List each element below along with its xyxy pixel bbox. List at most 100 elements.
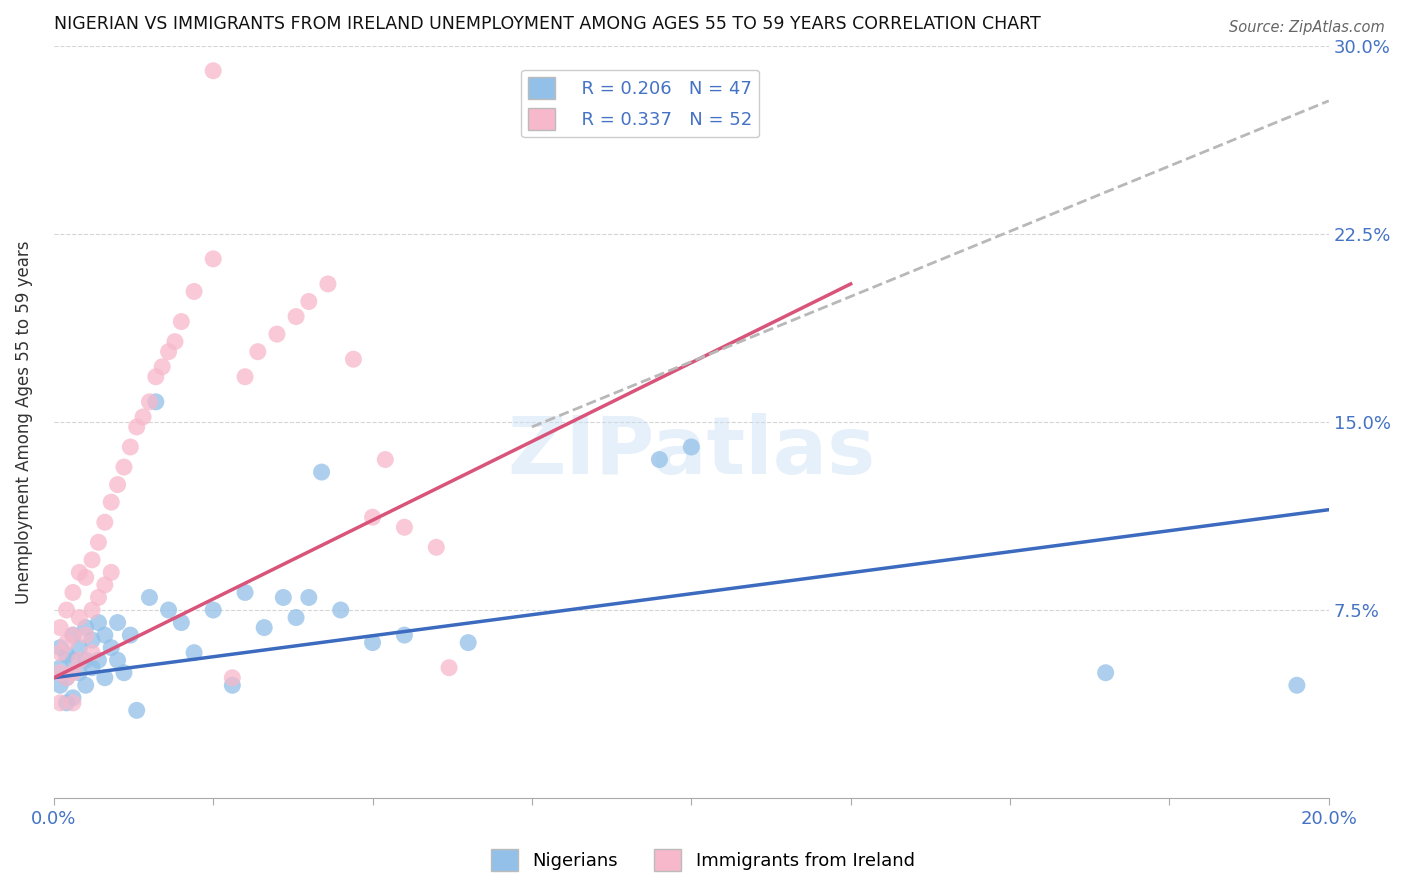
Point	[681, 440, 703, 454]
Legend: Nigerians, Immigrants from Ireland: Nigerians, Immigrants from Ireland	[484, 842, 922, 879]
Point	[202, 603, 225, 617]
Point	[100, 495, 122, 509]
Point	[75, 621, 97, 635]
Point	[80, 633, 103, 648]
Point	[329, 603, 352, 617]
Point	[55, 603, 77, 617]
Point	[202, 63, 225, 78]
Point	[67, 665, 90, 680]
Y-axis label: Unemployment Among Ages 55 to 59 years: Unemployment Among Ages 55 to 59 years	[15, 240, 32, 604]
Point	[132, 409, 155, 424]
Point	[394, 520, 416, 534]
Point	[170, 315, 193, 329]
Point	[100, 566, 122, 580]
Point	[62, 628, 84, 642]
Point	[80, 603, 103, 617]
Point	[87, 615, 110, 630]
Point	[107, 615, 129, 630]
Point	[75, 570, 97, 584]
Point	[285, 310, 308, 324]
Point	[75, 628, 97, 642]
Point	[138, 591, 160, 605]
Point	[221, 678, 243, 692]
Point	[311, 465, 333, 479]
Point	[374, 452, 396, 467]
Point	[233, 585, 256, 599]
Point	[80, 553, 103, 567]
Point	[100, 640, 122, 655]
Point	[94, 628, 117, 642]
Text: NIGERIAN VS IMMIGRANTS FROM IRELAND UNEMPLOYMENT AMONG AGES 55 TO 59 YEARS CORRE: NIGERIAN VS IMMIGRANTS FROM IRELAND UNEM…	[53, 15, 1040, 33]
Point	[298, 591, 321, 605]
Point	[62, 585, 84, 599]
Point	[253, 621, 276, 635]
Point	[107, 653, 129, 667]
Point	[183, 285, 205, 299]
Point	[112, 665, 135, 680]
Point	[75, 653, 97, 667]
Point	[55, 671, 77, 685]
Point	[55, 696, 77, 710]
Point	[107, 477, 129, 491]
Point	[285, 610, 308, 624]
Point	[425, 541, 447, 555]
Point	[157, 603, 180, 617]
Point	[49, 696, 72, 710]
Point	[94, 578, 117, 592]
Point	[120, 440, 142, 454]
Point	[67, 653, 90, 667]
Point	[55, 671, 77, 685]
Point	[120, 628, 142, 642]
Point	[163, 334, 186, 349]
Point	[67, 566, 90, 580]
Point	[49, 621, 72, 635]
Point	[1094, 665, 1116, 680]
Point	[55, 648, 77, 662]
Point	[202, 252, 225, 266]
Point	[62, 696, 84, 710]
Legend:   R = 0.206   N = 47,   R = 0.337   N = 52: R = 0.206 N = 47, R = 0.337 N = 52	[522, 70, 759, 137]
Point	[67, 640, 90, 655]
Point	[62, 628, 84, 642]
Point	[49, 665, 72, 680]
Point	[150, 359, 173, 374]
Point	[49, 640, 72, 655]
Point	[112, 460, 135, 475]
Point	[273, 591, 295, 605]
Point	[298, 294, 321, 309]
Point	[67, 610, 90, 624]
Point	[221, 671, 243, 685]
Point	[49, 661, 72, 675]
Point	[94, 671, 117, 685]
Point	[75, 678, 97, 692]
Point	[157, 344, 180, 359]
Point	[80, 661, 103, 675]
Point	[49, 678, 72, 692]
Point	[80, 646, 103, 660]
Point	[62, 653, 84, 667]
Point	[87, 535, 110, 549]
Point	[233, 369, 256, 384]
Point	[138, 394, 160, 409]
Point	[94, 515, 117, 529]
Point	[62, 665, 84, 680]
Point	[437, 661, 460, 675]
Point	[457, 635, 479, 649]
Point	[266, 327, 288, 342]
Point	[87, 653, 110, 667]
Point	[183, 646, 205, 660]
Point	[316, 277, 339, 291]
Point	[125, 703, 148, 717]
Text: ZIPatlas: ZIPatlas	[508, 413, 876, 491]
Point	[87, 591, 110, 605]
Point	[49, 646, 72, 660]
Point	[125, 420, 148, 434]
Point	[361, 635, 384, 649]
Text: Source: ZipAtlas.com: Source: ZipAtlas.com	[1229, 20, 1385, 35]
Point	[145, 369, 167, 384]
Point	[170, 615, 193, 630]
Point	[246, 344, 269, 359]
Point	[648, 452, 671, 467]
Point	[55, 635, 77, 649]
Point	[62, 690, 84, 705]
